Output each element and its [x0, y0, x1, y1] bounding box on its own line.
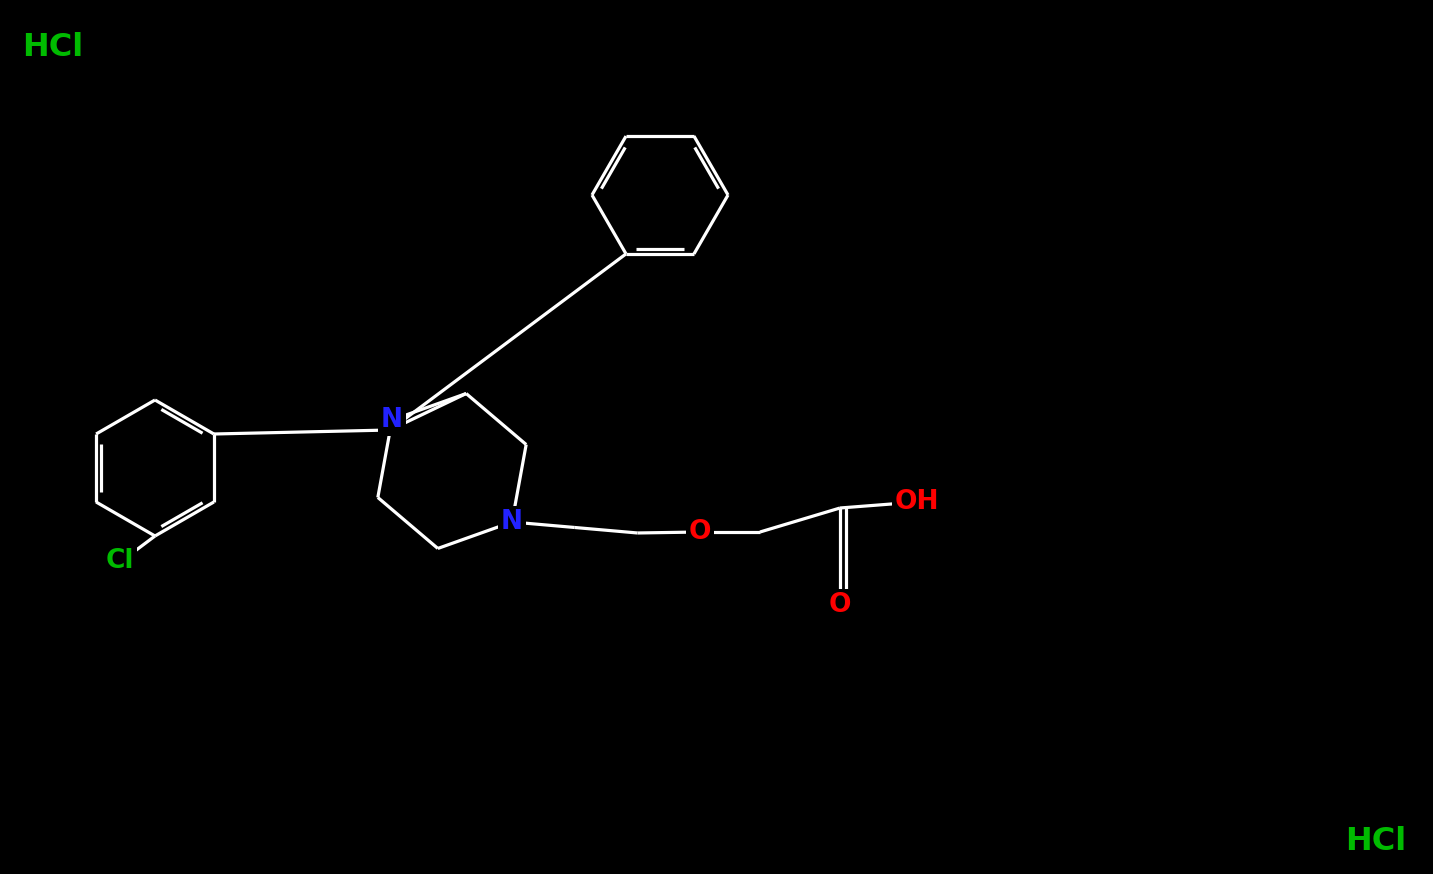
Text: N: N — [502, 509, 523, 535]
Text: N: N — [381, 407, 403, 433]
Text: HCl: HCl — [1346, 827, 1406, 857]
Text: O: O — [689, 519, 711, 545]
Text: O: O — [828, 592, 851, 618]
Text: Cl: Cl — [106, 548, 135, 574]
Text: HCl: HCl — [21, 32, 83, 64]
Text: OH: OH — [894, 489, 939, 515]
